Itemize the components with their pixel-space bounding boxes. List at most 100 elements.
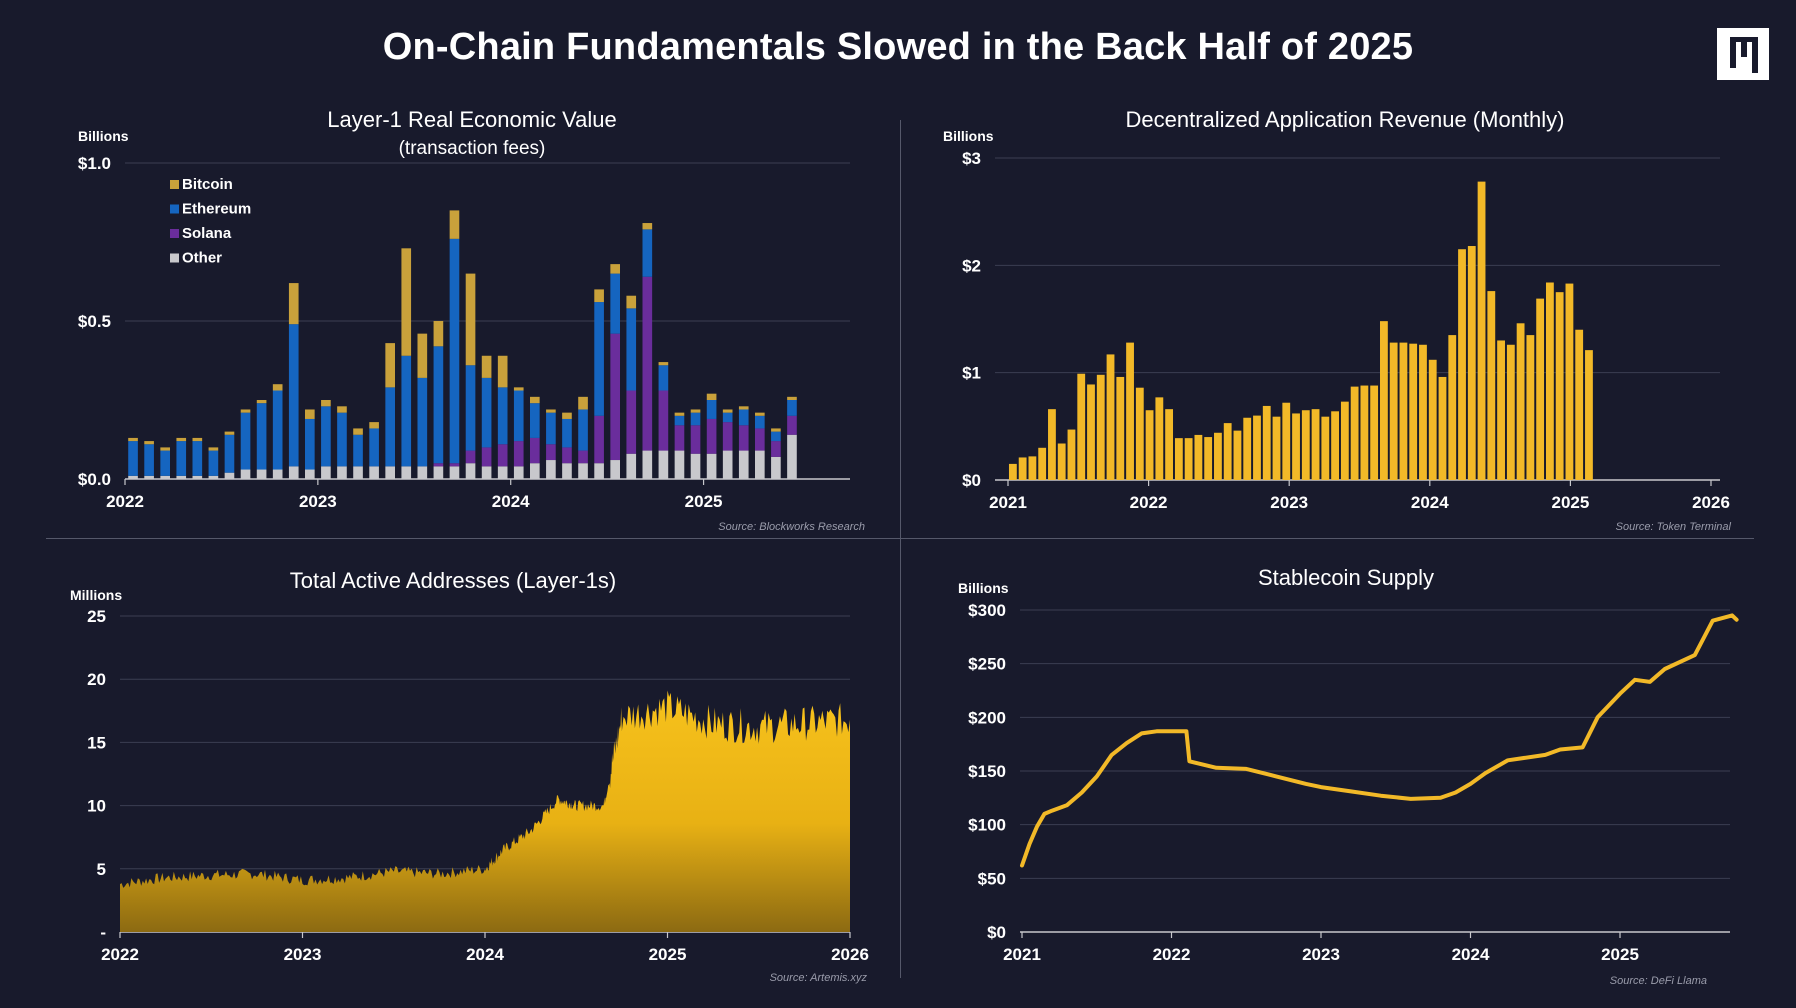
- bar-segment-bitcoin: [305, 409, 315, 419]
- bar-segment-other: [738, 450, 749, 479]
- revenue-bar: [1467, 246, 1476, 480]
- source-label: Source: Token Terminal: [1616, 521, 1732, 533]
- bar-segment-bitcoin: [481, 355, 492, 378]
- bar-segment-bitcoin: [417, 333, 428, 378]
- revenue-bar: [1487, 291, 1496, 480]
- bar-segment-bitcoin: [513, 387, 524, 391]
- unit-label: Millions: [70, 587, 122, 603]
- x-tick-label: 2022: [101, 945, 139, 964]
- bar-segment-bitcoin: [755, 412, 765, 416]
- y-tick-label: $2: [962, 256, 981, 275]
- y-tick-label: 5: [97, 860, 106, 879]
- bar-segment-solana: [578, 450, 588, 464]
- bar-segment-ethereum: [530, 403, 540, 438]
- legend-label-solana: Solana: [182, 225, 232, 242]
- bar-segment-bitcoin: [433, 321, 444, 347]
- bar-segment-bitcoin: [369, 422, 379, 429]
- bar-segment-ethereum: [465, 365, 476, 451]
- revenue-bar: [1165, 409, 1174, 480]
- bar-segment-bitcoin: [626, 295, 637, 309]
- chart-title: Layer-1 Real Economic Value: [327, 107, 616, 132]
- revenue-bar: [1419, 344, 1427, 480]
- revenue-bar: [1526, 335, 1535, 480]
- bar-segment-bitcoin: [401, 248, 412, 356]
- bar-segment-other: [433, 466, 444, 479]
- bar-segment-other: [305, 469, 315, 479]
- bar-segment-bitcoin: [562, 412, 572, 419]
- bar-segment-ethereum: [755, 415, 765, 429]
- bar-segment-solana: [626, 390, 637, 454]
- legend-label-bitcoin: Bitcoin: [182, 176, 233, 193]
- x-tick-label: 2025: [1601, 945, 1639, 964]
- bar-segment-bitcoin: [738, 406, 749, 410]
- bar-segment-solana: [642, 276, 653, 451]
- bar-segment-other: [240, 469, 251, 479]
- y-tick-label: $50: [978, 869, 1006, 888]
- bar-segment-bitcoin: [690, 409, 701, 413]
- revenue-bar: [1555, 292, 1564, 480]
- bar-segment-bitcoin: [546, 409, 556, 413]
- bar-segment-bitcoin: [224, 431, 235, 435]
- bar-segment-bitcoin: [353, 428, 363, 435]
- bar-segment-solana: [594, 415, 604, 464]
- bar-segment-other: [369, 466, 379, 479]
- revenue-bar: [1360, 385, 1369, 480]
- y-tick-label: $300: [968, 601, 1006, 620]
- bar-segment-ethereum: [240, 412, 251, 470]
- legend-swatch-bitcoin: [170, 180, 179, 189]
- bar-segment-ethereum: [449, 238, 460, 464]
- bar-segment-ethereum: [578, 409, 588, 451]
- bar-segment-bitcoin: [128, 437, 138, 442]
- chart-subtitle: (transaction fees): [399, 138, 546, 159]
- legend-swatch-other: [170, 253, 179, 263]
- revenue-bar: [1057, 443, 1066, 480]
- bar-segment-bitcoin: [192, 437, 203, 442]
- active-addresses-area: [120, 690, 850, 932]
- bar-segment-bitcoin: [658, 362, 669, 366]
- revenue-bar: [1331, 411, 1339, 480]
- bar-segment-solana: [690, 425, 701, 454]
- revenue-bar: [1204, 437, 1213, 480]
- bar-segment-other: [674, 450, 685, 479]
- revenue-bar: [1214, 432, 1222, 480]
- legend-swatch-solana: [170, 229, 179, 238]
- bar-segment-ethereum: [497, 387, 508, 445]
- revenue-bar: [1438, 376, 1447, 480]
- y-tick-label: 15: [87, 733, 106, 752]
- source-label: Source: Artemis.xyz: [770, 972, 868, 984]
- bar-segment-bitcoin: [642, 223, 653, 230]
- x-tick-label: 2022: [1153, 945, 1191, 964]
- revenue-bar: [1350, 386, 1359, 480]
- revenue-bar: [1565, 283, 1574, 480]
- bar-segment-other: [353, 466, 363, 479]
- bar-segment-bitcoin: [176, 437, 187, 442]
- bar-segment-ethereum: [305, 418, 315, 470]
- bar-segment-other: [578, 463, 588, 479]
- revenue-bar: [1096, 374, 1105, 480]
- bar-segment-solana: [610, 333, 620, 461]
- bar-segment-other: [658, 450, 669, 479]
- bar-segment-other: [224, 472, 235, 479]
- revenue-bar: [1145, 410, 1154, 480]
- revenue-bar: [1536, 298, 1545, 480]
- bar-segment-bitcoin: [787, 396, 797, 400]
- bar-segment-other: [530, 463, 540, 479]
- revenue-bar: [1585, 350, 1593, 480]
- bar-segment-ethereum: [176, 441, 187, 476]
- panel-divider-horizontal: [46, 538, 1754, 539]
- chart-title: Decentralized Application Revenue (Month…: [1125, 107, 1564, 132]
- bar-segment-ethereum: [256, 403, 267, 470]
- revenue-bar: [1282, 402, 1291, 480]
- bar-segment-other: [594, 463, 604, 479]
- bar-segment-other: [288, 466, 299, 479]
- revenue-bar: [1497, 340, 1505, 480]
- bar-segment-ethereum: [385, 387, 395, 467]
- bar-segment-other: [337, 466, 347, 479]
- revenue-bar: [1116, 376, 1125, 480]
- bar-segment-ethereum: [433, 346, 444, 464]
- unit-label: Billions: [958, 580, 1009, 596]
- bar-segment-bitcoin: [256, 400, 267, 404]
- x-tick-label: 2025: [1551, 493, 1589, 512]
